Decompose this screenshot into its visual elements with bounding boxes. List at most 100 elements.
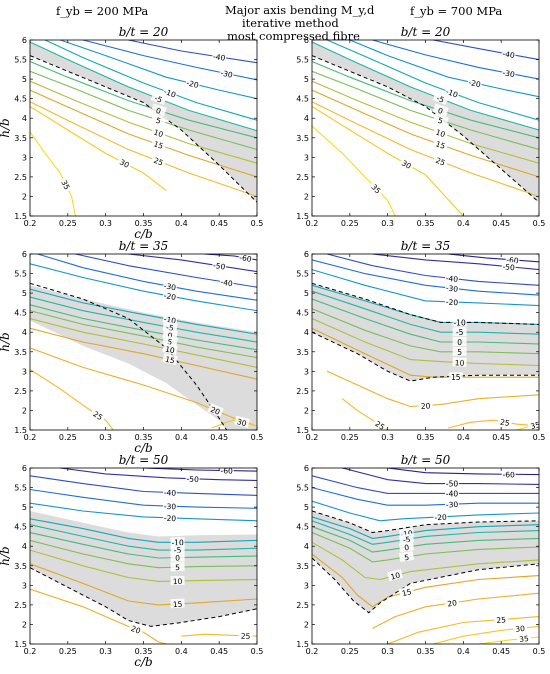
x-tick-label: 0.4 — [175, 647, 188, 656]
contour-label: 15 — [152, 139, 164, 151]
y-tick-label: 5 — [22, 503, 27, 512]
y-tick-label: 6 — [22, 250, 27, 259]
right-series-label: f_yb = 700 MPa — [410, 4, 503, 18]
x-tick-label: 0.25 — [59, 647, 77, 656]
y-tick-label: 2 — [22, 620, 27, 629]
contour-label: 10 — [390, 570, 402, 581]
y-tick-label: 2 — [304, 620, 309, 629]
contour-line — [128, 40, 257, 64]
contour-label: -40 — [212, 52, 226, 63]
y-tick-label: 6 — [304, 250, 309, 259]
contour-line — [30, 327, 257, 380]
contour-label: -30 — [446, 500, 459, 509]
contour-label-group: 10 — [162, 343, 178, 356]
shaded-region — [30, 41, 257, 203]
contour-label-group: -20 — [184, 77, 201, 90]
y-tick-label: 6 — [304, 464, 309, 473]
shaded-region — [30, 285, 257, 430]
x-axis-label: c/b — [134, 655, 152, 669]
contour-label-group: 25 — [150, 154, 167, 168]
contour-label-group: -5 — [170, 545, 185, 555]
contour-line — [128, 254, 257, 273]
x-tick-label: 0.45 — [210, 647, 228, 656]
y-tick-label: 4 — [304, 542, 309, 551]
contour-line — [30, 41, 257, 132]
contour-label: -20 — [186, 78, 200, 90]
x-tick-label: 0.4 — [457, 433, 470, 442]
x-tick-label: 0.3 — [99, 433, 112, 442]
contour-label-group: 5 — [170, 561, 185, 572]
contour-label-group: 10 — [452, 357, 467, 368]
x-tick-label: 0.2 — [306, 647, 319, 656]
contour-label: 10 — [164, 345, 175, 356]
contour-line — [448, 254, 539, 263]
y-tick-label: 5.5 — [14, 484, 27, 493]
contour-label: 15 — [164, 355, 175, 366]
contour-label-group: 5 — [452, 346, 467, 357]
x-tick-label: 0.3 — [381, 647, 394, 656]
contour-label-group: -5 — [432, 91, 449, 105]
y-tick-label: 3 — [22, 367, 27, 376]
contour-label: -10 — [453, 318, 465, 327]
contour-label: 20 — [209, 405, 221, 417]
contour-label: -5 — [456, 328, 464, 337]
contour-label: -20 — [446, 298, 459, 307]
contour-label-group: 25 — [372, 417, 389, 430]
y-tick-label: 3 — [304, 153, 309, 162]
contour-label-group: -20 — [467, 76, 483, 89]
contour-label-group: -50 — [211, 259, 227, 272]
y-tick-label: 4 — [22, 542, 27, 551]
y-tick-label: 2 — [22, 406, 27, 415]
contour-line — [30, 304, 257, 351]
contour-label: -20 — [468, 78, 482, 89]
y-tick-label: 5.5 — [14, 56, 27, 65]
x-tick-label: 0.4 — [457, 647, 470, 656]
contour-line — [312, 541, 539, 581]
contour-label: -50 — [446, 480, 458, 489]
contour-label: -40 — [445, 274, 458, 284]
y-tick-label: 5 — [22, 75, 27, 84]
y-tick-label: 3.5 — [14, 134, 27, 143]
contour-label: 5 — [437, 116, 445, 126]
y-tick-label: 1.5 — [14, 640, 27, 649]
contour-label-group: 25 — [497, 416, 513, 428]
y-tick-label: 2.5 — [14, 173, 27, 182]
contour-line — [349, 40, 539, 98]
x-tick-label: 0.4 — [175, 219, 188, 228]
contour-label: -30 — [445, 284, 458, 294]
contour-line — [312, 531, 539, 563]
contour-label: -20 — [164, 514, 177, 523]
x-tick-label: 0.5 — [533, 647, 546, 656]
contour-label-group: 25 — [432, 154, 449, 168]
contour-line — [30, 317, 257, 368]
y-tick-label: 3 — [304, 367, 309, 376]
y-tick-label: 4.5 — [296, 95, 309, 104]
x-axis-label: c/b — [134, 441, 152, 455]
contour-label: -50 — [502, 262, 515, 272]
y-tick-label: 5.5 — [296, 56, 309, 65]
x-tick-label: 0.35 — [417, 647, 435, 656]
contour-line — [312, 327, 539, 378]
contour-label-group: -30 — [162, 280, 178, 292]
contour-line — [312, 290, 539, 335]
panel-title: b/t = 50 — [401, 453, 451, 467]
contour-label-group: 0 — [398, 541, 415, 553]
contour-line — [30, 310, 257, 359]
contour-label-group: -40 — [445, 488, 459, 498]
contour-label: 25 — [499, 417, 510, 428]
contour-label: -60 — [503, 470, 516, 479]
contour-label-group: 0 — [432, 103, 449, 117]
y-tick-label: 4.5 — [296, 309, 309, 318]
contour-line — [30, 70, 257, 151]
contour-label: 25 — [91, 409, 104, 422]
contour-label: -10 — [171, 538, 183, 547]
contour-line — [30, 296, 257, 343]
contour-label: 25 — [152, 156, 164, 168]
contour-label: -40 — [502, 49, 516, 60]
